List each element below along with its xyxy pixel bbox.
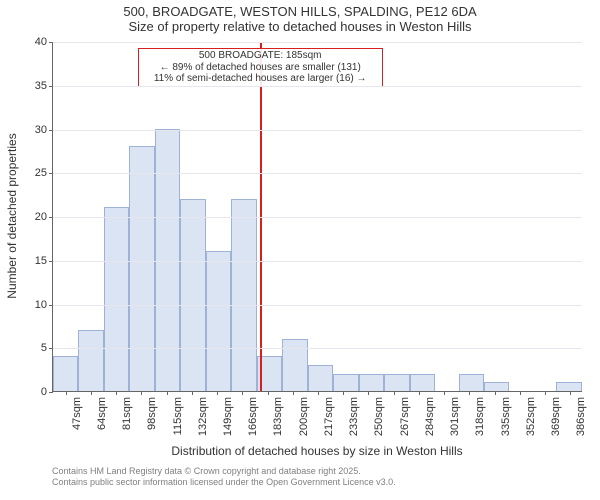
attribution-line-1: Contains HM Land Registry data © Crown c… [52, 466, 396, 477]
annotation-line-3: 11% of semi-detached houses are larger (… [143, 73, 378, 85]
xtick-mark [66, 391, 67, 395]
xtick-mark [495, 391, 496, 395]
xtick-label: 369sqm [550, 397, 562, 436]
title-line-1: 500, BROADGATE, WESTON HILLS, SPALDING, … [0, 4, 600, 19]
bar [333, 374, 358, 392]
xtick-mark [545, 391, 546, 395]
gridline [53, 348, 582, 349]
ytick-label: 5 [41, 342, 53, 354]
gridline [53, 42, 582, 43]
xtick-label: 386sqm [575, 397, 587, 436]
attribution-line-2: Contains public sector information licen… [52, 477, 396, 488]
xtick-mark [293, 391, 294, 395]
xtick-label: 335sqm [500, 397, 512, 436]
bar [459, 374, 484, 392]
xtick-label: 250sqm [373, 397, 385, 436]
gridline [53, 305, 582, 306]
xtick-label: 166sqm [247, 397, 259, 436]
y-axis-label: Number of detached properties [5, 116, 19, 316]
bar [308, 365, 333, 391]
ytick-label: 15 [35, 255, 53, 267]
bar [129, 146, 154, 391]
ytick-label: 30 [35, 124, 53, 136]
bar [231, 199, 256, 392]
xtick-mark [343, 391, 344, 395]
ytick-label: 20 [35, 211, 53, 223]
xtick-label: 115sqm [172, 397, 184, 435]
xtick-mark [217, 391, 218, 395]
xtick-mark [91, 391, 92, 395]
annotation-line-2: ← 89% of detached houses are smaller (13… [143, 62, 378, 74]
title-block: 500, BROADGATE, WESTON HILLS, SPALDING, … [0, 4, 600, 34]
xtick-label: 132sqm [197, 397, 209, 436]
x-axis-label: Distribution of detached houses by size … [52, 444, 582, 458]
xtick-mark [167, 391, 168, 395]
xtick-mark [268, 391, 269, 395]
bar [155, 129, 180, 392]
xtick-label: 217sqm [323, 397, 335, 436]
xtick-mark [570, 391, 571, 395]
xtick-mark [116, 391, 117, 395]
attribution-block: Contains HM Land Registry data © Crown c… [52, 466, 396, 488]
title-line-2: Size of property relative to detached ho… [0, 19, 600, 34]
bar [282, 339, 307, 392]
bar [484, 382, 509, 391]
gridline [53, 261, 582, 262]
xtick-label: 47sqm [71, 397, 83, 430]
ytick-label: 0 [41, 386, 53, 398]
annotation-line-1: 500 BROADGATE: 185sqm [143, 50, 378, 62]
gridline [53, 130, 582, 131]
bar [53, 356, 78, 391]
bar [556, 382, 581, 391]
bar [410, 374, 435, 392]
bar [78, 330, 103, 391]
ytick-label: 35 [35, 80, 53, 92]
xtick-label: 284sqm [424, 397, 436, 436]
xtick-label: 267sqm [399, 397, 411, 436]
xtick-mark [192, 391, 193, 395]
chart-container: 500, BROADGATE, WESTON HILLS, SPALDING, … [0, 0, 600, 500]
ytick-label: 40 [35, 36, 53, 48]
bar [180, 199, 205, 392]
xtick-mark [444, 391, 445, 395]
xtick-mark [520, 391, 521, 395]
plot-area: 500 BROADGATE: 185sqm ← 89% of detached … [52, 42, 582, 392]
annotation-box: 500 BROADGATE: 185sqm ← 89% of detached … [138, 48, 383, 87]
xtick-label: 98sqm [146, 397, 158, 430]
xtick-label: 233sqm [348, 397, 360, 436]
bar [359, 374, 384, 392]
xtick-mark [368, 391, 369, 395]
xtick-label: 183sqm [272, 397, 284, 436]
xtick-label: 64sqm [96, 397, 108, 430]
bar [206, 251, 231, 391]
xtick-mark [469, 391, 470, 395]
xtick-label: 318sqm [474, 397, 486, 436]
gridline [53, 173, 582, 174]
gridline [53, 217, 582, 218]
ytick-label: 10 [35, 299, 53, 311]
xtick-mark [394, 391, 395, 395]
gridline [53, 86, 582, 87]
xtick-label: 352sqm [525, 397, 537, 436]
xtick-mark [141, 391, 142, 395]
xtick-mark [318, 391, 319, 395]
ytick-label: 25 [35, 167, 53, 179]
xtick-mark [419, 391, 420, 395]
xtick-label: 200sqm [298, 397, 310, 436]
xtick-mark [242, 391, 243, 395]
bar [104, 207, 129, 391]
xtick-label: 301sqm [449, 397, 461, 436]
bar [384, 374, 409, 392]
xtick-label: 81sqm [121, 397, 133, 430]
xtick-label: 149sqm [222, 397, 234, 436]
